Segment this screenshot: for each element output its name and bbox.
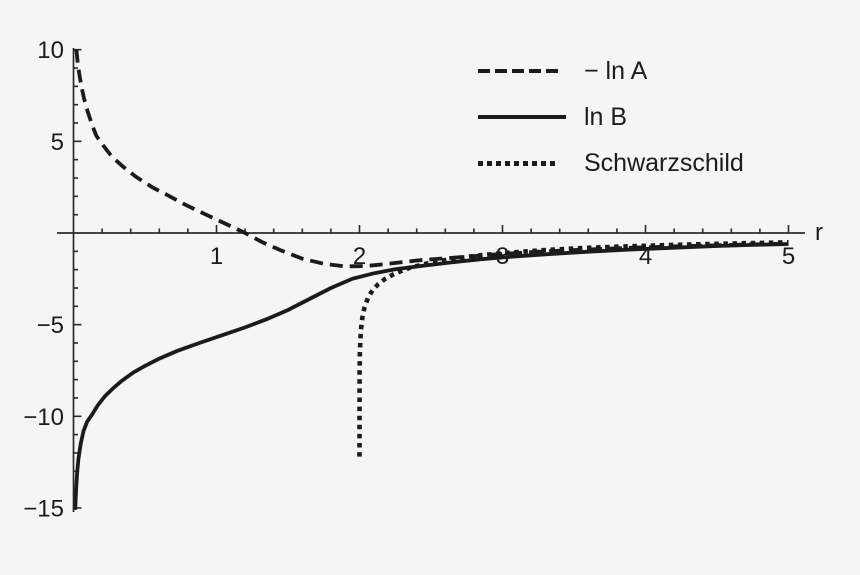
solid-line-swatch <box>478 115 566 119</box>
dotted-line-swatch <box>478 160 555 166</box>
legend-item-neg-ln-a: − ln A <box>478 48 744 94</box>
legend: − ln A ln B Schwarzschild <box>478 48 744 186</box>
y-tick-label: 5 <box>51 129 64 156</box>
x-tick-label: 1 <box>210 243 223 270</box>
x-tick-label: 2 <box>353 243 366 270</box>
legend-label-schwarzschild: Schwarzschild <box>584 148 744 177</box>
legend-swatch-wrap <box>478 69 584 73</box>
y-tick-label: −15 <box>23 495 64 522</box>
legend-item-ln-b: ln B <box>478 94 744 140</box>
x-tick-label: 5 <box>782 243 795 270</box>
y-tick-label: −5 <box>37 312 64 339</box>
legend-swatch-wrap <box>478 160 584 166</box>
legend-swatch-wrap <box>478 115 584 119</box>
legend-label-neg-ln-a: − ln A <box>584 56 648 85</box>
y-tick-label: −10 <box>23 404 64 431</box>
y-tick-label: 10 <box>37 37 64 64</box>
legend-label-ln-b: ln B <box>584 102 628 131</box>
curve-schwarzschild <box>357 240 789 457</box>
curve-ln-b <box>73 242 789 510</box>
legend-item-schwarzschild: Schwarzschild <box>478 140 744 186</box>
x-axis-label: r <box>815 219 823 246</box>
dashed-line-swatch <box>478 69 558 73</box>
